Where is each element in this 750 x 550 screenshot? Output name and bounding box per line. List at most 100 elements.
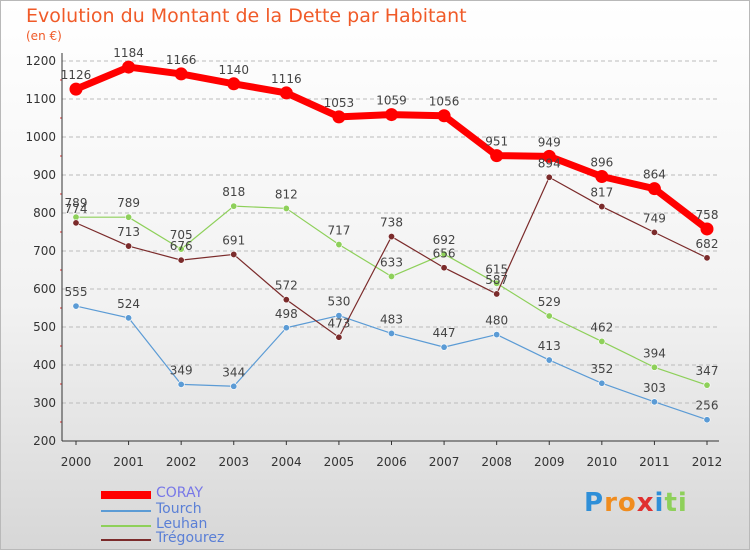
data-point-coray bbox=[437, 109, 451, 123]
data-point-tregourez bbox=[545, 173, 553, 181]
data-label-tregourez: 676 bbox=[170, 239, 193, 253]
data-point-coray bbox=[542, 149, 556, 163]
legend-swatch-coray bbox=[101, 491, 151, 499]
x-tick-label: 2005 bbox=[324, 455, 355, 469]
data-point-tourch bbox=[650, 398, 658, 406]
data-label-tregourez: 656 bbox=[433, 247, 456, 261]
data-label-tregourez: 691 bbox=[222, 233, 245, 247]
data-label-coray: 1053 bbox=[324, 96, 355, 110]
data-point-tregourez bbox=[493, 290, 501, 298]
data-point-leuhan bbox=[387, 272, 395, 280]
y-tick-label: 1200 bbox=[25, 54, 56, 68]
data-point-leuhan bbox=[440, 250, 448, 258]
data-point-coray bbox=[174, 67, 188, 81]
data-label-tourch: 524 bbox=[117, 297, 140, 311]
data-label-coray: 1184 bbox=[113, 46, 144, 60]
data-point-tregourez bbox=[125, 242, 133, 250]
data-point-leuhan bbox=[703, 381, 711, 389]
legend-label-tregourez: Trégourez bbox=[156, 530, 225, 546]
data-label-tregourez: 817 bbox=[590, 186, 613, 200]
data-point-tourch bbox=[282, 324, 290, 332]
y-tick-label: 900 bbox=[33, 168, 56, 182]
x-tick-label: 2010 bbox=[587, 455, 618, 469]
data-point-leuhan bbox=[545, 312, 553, 320]
y-tick-label: 200 bbox=[33, 434, 56, 448]
data-label-tourch: 480 bbox=[485, 314, 508, 328]
x-tick-label: 2007 bbox=[429, 455, 460, 469]
data-label-tregourez: 473 bbox=[327, 316, 350, 330]
data-point-tregourez bbox=[335, 333, 343, 341]
x-tick-label: 2008 bbox=[481, 455, 512, 469]
data-label-tregourez: 682 bbox=[696, 237, 719, 251]
x-tick-label: 2001 bbox=[113, 455, 144, 469]
data-point-tregourez bbox=[650, 228, 658, 236]
legend-label-coray: CORAY bbox=[156, 485, 203, 501]
x-tick-label: 2000 bbox=[61, 455, 92, 469]
data-label-tourch: 344 bbox=[222, 365, 245, 379]
data-point-tourch bbox=[493, 331, 501, 339]
data-label-coray: 896 bbox=[590, 156, 613, 170]
data-point-coray bbox=[385, 108, 398, 122]
data-label-leuhan: 692 bbox=[433, 233, 456, 247]
data-point-coray bbox=[700, 222, 714, 236]
data-point-coray bbox=[279, 86, 293, 100]
data-point-leuhan bbox=[125, 213, 133, 221]
data-label-tourch: 352 bbox=[590, 362, 613, 376]
data-label-tourch: 447 bbox=[433, 326, 456, 340]
data-label-leuhan: 633 bbox=[380, 255, 403, 269]
data-label-tregourez: 738 bbox=[380, 216, 403, 230]
data-label-tourch: 413 bbox=[538, 339, 561, 353]
data-label-tourch: 483 bbox=[380, 312, 403, 326]
data-label-leuhan: 812 bbox=[275, 187, 298, 201]
data-label-leuhan: 717 bbox=[327, 224, 350, 238]
data-label-coray: 1140 bbox=[218, 63, 249, 77]
data-label-tregourez: 774 bbox=[65, 202, 88, 216]
x-tick-label: 2003 bbox=[218, 455, 249, 469]
data-point-tourch bbox=[72, 302, 80, 310]
data-point-tourch bbox=[387, 329, 395, 337]
data-point-coray bbox=[647, 182, 661, 196]
data-label-tourch: 498 bbox=[275, 307, 298, 321]
data-point-leuhan bbox=[230, 202, 238, 210]
data-point-tourch bbox=[230, 382, 238, 390]
data-label-tourch: 303 bbox=[643, 381, 666, 395]
data-label-leuhan: 818 bbox=[222, 185, 245, 199]
y-tick-label: 1100 bbox=[25, 92, 56, 106]
data-point-tregourez bbox=[282, 296, 290, 304]
data-label-tregourez: 572 bbox=[275, 279, 298, 293]
y-tick-label: 800 bbox=[33, 206, 56, 220]
data-point-leuhan bbox=[598, 337, 606, 345]
data-label-coray: 1059 bbox=[376, 94, 407, 108]
data-label-tourch: 256 bbox=[696, 399, 719, 413]
legend-swatch-tourch bbox=[101, 510, 151, 512]
data-point-tourch bbox=[125, 314, 133, 322]
data-point-tourch bbox=[177, 380, 185, 388]
series-line-coray bbox=[74, 63, 710, 232]
data-point-tourch bbox=[598, 379, 606, 387]
data-label-coray: 1166 bbox=[166, 53, 197, 67]
data-point-coray bbox=[595, 170, 609, 184]
data-point-tregourez bbox=[72, 219, 80, 227]
y-tick-label: 700 bbox=[33, 244, 56, 258]
y-tick-label: 600 bbox=[33, 282, 56, 296]
data-point-tregourez bbox=[387, 233, 395, 241]
data-point-tourch bbox=[440, 343, 448, 351]
data-label-leuhan: 347 bbox=[696, 364, 719, 378]
x-tick-label: 2009 bbox=[534, 455, 565, 469]
data-label-tregourez: 894 bbox=[538, 156, 561, 170]
x-tick-label: 2012 bbox=[692, 455, 723, 469]
data-point-tregourez bbox=[177, 256, 185, 264]
data-point-tregourez bbox=[598, 203, 606, 211]
x-tick-label: 2004 bbox=[271, 455, 302, 469]
chart-unit: (en €) bbox=[26, 29, 62, 43]
data-label-coray: 1126 bbox=[61, 68, 92, 82]
data-point-coray bbox=[122, 60, 136, 74]
data-label-coray: 864 bbox=[643, 168, 666, 182]
data-label-leuhan: 789 bbox=[65, 196, 88, 210]
proxiti-logo: Proxiti bbox=[584, 488, 688, 518]
data-point-leuhan bbox=[282, 204, 290, 212]
data-point-tregourez bbox=[440, 264, 448, 272]
legend-label-leuhan: Leuhan bbox=[156, 516, 208, 532]
